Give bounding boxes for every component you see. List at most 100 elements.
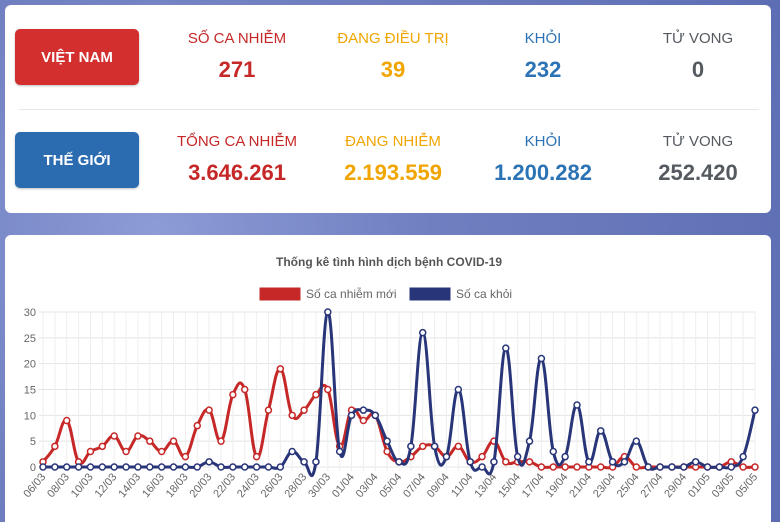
data-point[interactable] — [312, 458, 320, 466]
data-point[interactable] — [240, 385, 249, 394]
data-point[interactable] — [300, 406, 308, 414]
data-point[interactable] — [217, 463, 225, 471]
data-point[interactable] — [264, 463, 273, 471]
data-point[interactable] — [537, 354, 546, 363]
legend-swatch-recovered[interactable] — [409, 287, 451, 301]
data-point[interactable] — [240, 463, 249, 471]
data-point[interactable] — [229, 390, 237, 399]
data-point[interactable] — [585, 458, 593, 466]
data-point[interactable] — [335, 447, 344, 456]
data-point[interactable] — [442, 452, 451, 461]
data-point[interactable] — [252, 452, 261, 461]
data-point[interactable] — [573, 463, 581, 471]
data-point[interactable] — [98, 463, 107, 471]
data-point[interactable] — [727, 463, 736, 471]
vietnam-button[interactable]: VIỆT NAM — [15, 29, 139, 85]
data-point[interactable] — [478, 463, 486, 471]
data-point[interactable] — [169, 463, 178, 471]
data-point[interactable] — [98, 442, 107, 451]
data-point[interactable] — [193, 421, 202, 430]
data-point[interactable] — [181, 452, 190, 461]
data-point[interactable] — [51, 442, 59, 451]
data-point[interactable] — [205, 406, 213, 414]
data-point[interactable] — [324, 308, 332, 316]
legend-label-recovered[interactable]: Số ca khỏi — [456, 287, 512, 301]
data-point[interactable] — [110, 432, 118, 440]
data-point[interactable] — [656, 463, 664, 471]
data-point[interactable] — [181, 463, 190, 471]
data-point[interactable] — [751, 463, 759, 471]
data-point[interactable] — [359, 406, 368, 414]
data-point[interactable] — [217, 437, 225, 445]
data-point[interactable] — [430, 442, 439, 451]
data-point[interactable] — [703, 463, 712, 471]
data-point[interactable] — [39, 463, 47, 471]
data-point[interactable] — [122, 447, 130, 456]
data-point[interactable] — [86, 463, 95, 471]
data-point[interactable] — [525, 458, 534, 466]
data-point[interactable] — [157, 463, 166, 471]
data-point[interactable] — [502, 458, 510, 466]
data-point[interactable] — [466, 458, 474, 466]
data-point[interactable] — [74, 463, 83, 471]
data-point[interactable] — [644, 463, 652, 471]
data-point[interactable] — [252, 463, 261, 471]
data-point[interactable] — [680, 463, 688, 471]
data-point[interactable] — [739, 463, 747, 471]
data-point[interactable] — [264, 406, 273, 414]
data-point[interactable] — [62, 463, 71, 471]
data-point[interactable] — [715, 463, 724, 471]
data-point[interactable] — [418, 442, 427, 451]
data-point[interactable] — [169, 437, 178, 445]
data-point[interactable] — [51, 463, 59, 471]
data-point[interactable] — [418, 328, 427, 337]
data-point[interactable] — [62, 416, 71, 425]
data-point[interactable] — [86, 447, 95, 456]
data-point[interactable] — [739, 452, 747, 461]
data-point[interactable] — [513, 452, 522, 461]
data-point[interactable] — [110, 463, 118, 471]
data-point[interactable] — [300, 458, 308, 466]
data-point[interactable] — [632, 437, 641, 445]
legend-swatch-new-cases[interactable] — [259, 287, 301, 301]
data-point[interactable] — [134, 463, 142, 471]
data-point[interactable] — [371, 411, 380, 420]
data-point[interactable] — [632, 463, 641, 471]
data-point[interactable] — [454, 442, 463, 451]
data-point[interactable] — [229, 463, 237, 471]
data-point[interactable] — [276, 365, 285, 373]
data-point[interactable] — [549, 463, 558, 471]
legend-label-new-cases[interactable]: Số ca nhiễm mới — [306, 286, 397, 301]
data-point[interactable] — [596, 463, 605, 471]
data-point[interactable] — [525, 437, 534, 445]
data-point[interactable] — [146, 463, 154, 471]
data-point[interactable] — [537, 463, 546, 471]
data-point[interactable] — [324, 385, 332, 394]
data-point[interactable] — [502, 344, 510, 352]
data-point[interactable] — [193, 463, 202, 471]
data-point[interactable] — [122, 463, 130, 471]
data-point[interactable] — [751, 406, 759, 414]
data-point[interactable] — [146, 437, 154, 445]
data-point[interactable] — [478, 452, 486, 461]
data-point[interactable] — [276, 463, 285, 471]
data-point[interactable] — [347, 411, 356, 420]
data-point[interactable] — [312, 390, 320, 399]
data-point[interactable] — [596, 427, 605, 435]
data-point[interactable] — [561, 452, 569, 461]
data-point[interactable] — [157, 447, 166, 456]
world-button[interactable]: THẾ GIỚI — [15, 132, 139, 188]
data-point[interactable] — [395, 458, 403, 466]
data-point[interactable] — [359, 416, 368, 425]
data-point[interactable] — [205, 458, 213, 466]
data-point[interactable] — [407, 442, 415, 451]
data-point[interactable] — [134, 432, 142, 440]
data-point[interactable] — [383, 437, 391, 445]
data-point[interactable] — [490, 458, 498, 466]
data-point[interactable] — [288, 447, 296, 456]
data-point[interactable] — [620, 458, 629, 466]
data-point[interactable] — [561, 463, 569, 471]
data-point[interactable] — [549, 447, 558, 456]
data-point[interactable] — [608, 458, 617, 466]
data-point[interactable] — [573, 401, 581, 409]
